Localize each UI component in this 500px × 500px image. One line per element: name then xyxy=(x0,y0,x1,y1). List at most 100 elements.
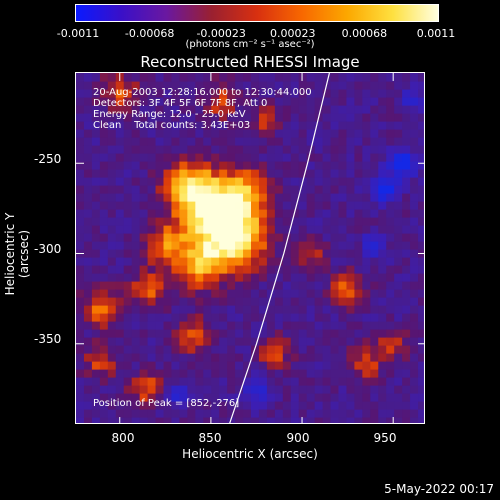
heatmap-cell xyxy=(235,97,244,106)
heatmap-cell xyxy=(394,377,403,386)
heatmap-cell xyxy=(131,345,141,354)
heatmap-cell xyxy=(139,265,149,274)
heatmap-cell xyxy=(282,105,292,114)
heatmap-cell xyxy=(322,169,332,178)
heatmap-cell xyxy=(290,97,300,106)
heatmap-cell xyxy=(330,209,340,218)
heatmap-cell xyxy=(338,257,348,266)
heatmap-cell xyxy=(290,241,300,250)
heatmap-cell xyxy=(322,89,332,98)
heatmap-cell xyxy=(195,121,204,130)
heatmap-cell xyxy=(243,369,252,378)
heatmap-cell xyxy=(187,185,196,194)
heatmap-cell xyxy=(131,305,141,314)
heatmap-cell xyxy=(115,97,125,106)
heatmap-cell xyxy=(298,345,308,354)
heatmap-cell xyxy=(131,225,141,234)
heatmap-cell xyxy=(211,385,220,394)
heatmap-cell xyxy=(115,209,125,218)
heatmap-cell xyxy=(370,217,379,226)
heatmap-cell xyxy=(338,241,348,250)
heatmap-cell xyxy=(163,345,173,354)
heatmap-cell xyxy=(290,153,300,162)
heatmap-cell xyxy=(362,249,371,258)
heatmap-cell xyxy=(227,329,236,338)
heatmap-cell xyxy=(282,97,292,106)
heatmap-cell xyxy=(418,353,424,362)
heatmap-cell xyxy=(83,169,93,178)
heatmap-cell xyxy=(83,97,93,106)
heatmap-cell xyxy=(147,353,157,362)
heatmap-cell xyxy=(147,361,157,370)
heatmap-cells xyxy=(76,73,424,423)
heatmap-cell xyxy=(203,73,212,82)
info-detectors: Detectors: 3F 4F 5F 6F 7F 8F, Att 0 xyxy=(93,98,268,109)
heatmap-cell xyxy=(274,297,284,306)
heatmap-cell xyxy=(386,401,395,410)
heatmap-cell xyxy=(155,153,165,162)
heatmap-cell xyxy=(76,97,85,106)
heatmap-cell xyxy=(83,281,93,290)
heatmap-cell xyxy=(386,209,395,218)
heatmap-cell xyxy=(410,265,419,274)
heatmap-cell xyxy=(370,265,379,274)
heatmap-cell xyxy=(219,385,228,394)
heatmap-cell xyxy=(282,377,292,386)
heatmap-cell xyxy=(115,201,125,210)
heatmap-cell xyxy=(418,121,424,130)
heatmap-cell xyxy=(235,185,244,194)
heatmap-cell xyxy=(394,201,403,210)
heatmap-cell xyxy=(386,185,395,194)
heatmap-cell xyxy=(219,121,228,130)
heatmap-cell xyxy=(155,273,165,282)
heatmap-cell xyxy=(378,89,387,98)
heatmap-cell xyxy=(362,273,371,282)
heatmap-cell xyxy=(187,193,196,202)
heatmap-cell xyxy=(274,329,284,338)
heatmap-cell xyxy=(410,385,419,394)
heatmap-cell xyxy=(354,113,363,122)
heatmap-cell xyxy=(410,209,419,218)
heatmap-cell xyxy=(251,393,260,402)
heatmap-cell xyxy=(386,313,395,322)
heatmap-cell xyxy=(243,361,252,370)
heatmap-cell xyxy=(155,193,165,202)
heatmap-cell xyxy=(99,369,109,378)
heatmap-cell xyxy=(107,153,117,162)
heatmap-cell xyxy=(115,241,125,250)
heatmap-cell xyxy=(187,337,196,346)
heatmap-cell xyxy=(203,265,212,274)
heatmap-cell xyxy=(346,185,355,194)
heatmap-cell xyxy=(394,169,403,178)
heatmap-cell xyxy=(131,281,141,290)
heatmap-cell xyxy=(83,161,93,170)
heatmap-cell xyxy=(147,265,157,274)
heatmap-cell xyxy=(171,313,180,322)
heatmap-cell xyxy=(131,297,141,306)
heatmap-cell xyxy=(410,417,419,423)
heatmap-cell xyxy=(378,73,387,82)
heatmap-cell xyxy=(258,105,268,114)
heatmap-cell xyxy=(147,217,157,226)
heatmap-cell xyxy=(322,297,332,306)
heatmap-cell xyxy=(410,353,419,362)
heatmap-cell xyxy=(123,289,133,298)
heatmap-cell xyxy=(179,401,188,410)
heatmap-cell xyxy=(115,217,125,226)
heatmap-cell xyxy=(314,337,324,346)
heatmap-cell xyxy=(418,209,424,218)
heatmap-cell xyxy=(179,297,188,306)
heatmap-cell xyxy=(76,81,85,90)
heatmap-cell xyxy=(410,201,419,210)
heatmap-cell xyxy=(91,73,101,82)
heatmap-cell xyxy=(266,129,276,138)
heatmap-cell xyxy=(258,241,268,250)
heatmap-cell xyxy=(410,281,419,290)
heatmap-cell xyxy=(179,393,188,402)
heatmap-cell xyxy=(155,201,165,210)
heatmap-cell xyxy=(258,337,268,346)
heatmap-cell xyxy=(274,257,284,266)
heatmap-cell xyxy=(211,345,220,354)
heatmap-cell xyxy=(410,177,419,186)
heatmap-cell xyxy=(211,257,220,266)
